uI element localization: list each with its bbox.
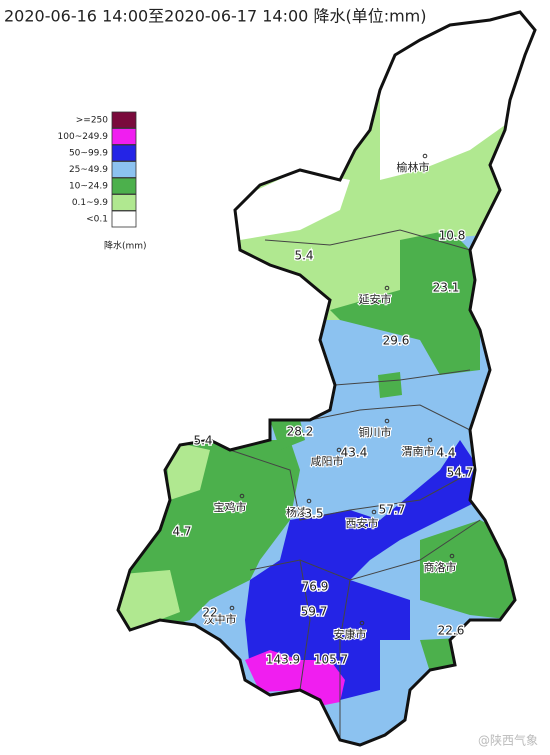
- city-label: 汉中市: [204, 612, 237, 626]
- rainfall-label: 3.5: [304, 507, 323, 521]
- rainfall-label: 143.9: [266, 653, 300, 667]
- city-label: 延安市: [359, 292, 392, 306]
- city-dot: [422, 153, 428, 159]
- rainfall-label: 10.8: [439, 229, 466, 243]
- legend-swatch: [111, 128, 137, 145]
- legend-label: 10~24.9: [69, 182, 108, 192]
- legend-swatch: [111, 161, 137, 178]
- city-dot: [384, 418, 390, 424]
- legend-label: >=250: [76, 116, 109, 126]
- city-label: 榆林市: [397, 160, 430, 174]
- city-label: 铜川市: [359, 425, 392, 439]
- rainfall-label: 28.2: [287, 425, 314, 439]
- city-dot: [427, 437, 433, 443]
- city-dot: [371, 509, 377, 515]
- legend-swatch: [111, 111, 137, 129]
- city-dot: [306, 498, 312, 504]
- legend-label: 0.1~9.9: [72, 198, 108, 208]
- rainfall-labels: 10.8 5.4 23.1 29.6 5.4 28.2 43.4 4.4 54.7 57.7 3.5…: [171, 227, 474, 668]
- city-dot: [239, 493, 245, 499]
- legend-caption: 降水(mm): [104, 240, 147, 252]
- rainfall-label: 54.7: [447, 466, 474, 480]
- city-label: 西安市: [346, 516, 379, 530]
- city-label: 杨凌: [286, 505, 308, 519]
- city-dot: [229, 605, 235, 611]
- rainfall-label: 29.6: [383, 334, 410, 348]
- legend-label: 100~249.9: [58, 132, 109, 142]
- rainfall-label: 4.7: [172, 525, 191, 539]
- rainfall-label: 43.4: [341, 446, 368, 460]
- city-label: 商洛市: [424, 560, 457, 574]
- legend-label: 25~49.9: [69, 165, 108, 175]
- legend-swatch: [111, 177, 137, 195]
- city-label: 渭南市: [402, 444, 435, 458]
- rainfall-label: 22: [202, 606, 217, 620]
- rainfall-label: 59.7: [301, 605, 328, 619]
- city-label: 安康市: [334, 627, 367, 641]
- city-dot: [359, 620, 365, 626]
- legend-swatch: [111, 210, 137, 228]
- city-dot: [336, 447, 342, 453]
- city-dot: [384, 285, 390, 291]
- city-label: 宝鸡市: [214, 500, 247, 514]
- legend: >=250 100~249.9 50~99.9 25~49.9 10~24.9 0.1~9…: [58, 111, 137, 228]
- rainfall-label: 105.7: [314, 653, 348, 667]
- city-label: 咸阳市: [311, 454, 344, 468]
- province-outline: [116, 10, 537, 747]
- legend-label: 50~99.9: [69, 149, 108, 159]
- legend-swatch: [111, 194, 137, 211]
- city-dot: [449, 553, 455, 559]
- rainfall-label: 76.9: [302, 580, 329, 594]
- watermark: @陕西气象: [478, 733, 538, 748]
- rainfall-label: 23.1: [433, 281, 460, 295]
- rainfall-label: 4.4: [436, 446, 455, 460]
- legend-label: <0.1: [86, 215, 108, 225]
- rainfall-label: 5.4: [193, 434, 212, 448]
- title: 2020-06-16 14:00至2020-06-17 14:00 降水(单位:…: [4, 7, 427, 26]
- district-borders: [229, 229, 481, 740]
- legend-swatch: [111, 144, 137, 162]
- rainfall-label: 22.6: [438, 624, 465, 638]
- rainfall-label: 5.4: [294, 249, 313, 263]
- rainfall-label: 57.7: [379, 503, 406, 517]
